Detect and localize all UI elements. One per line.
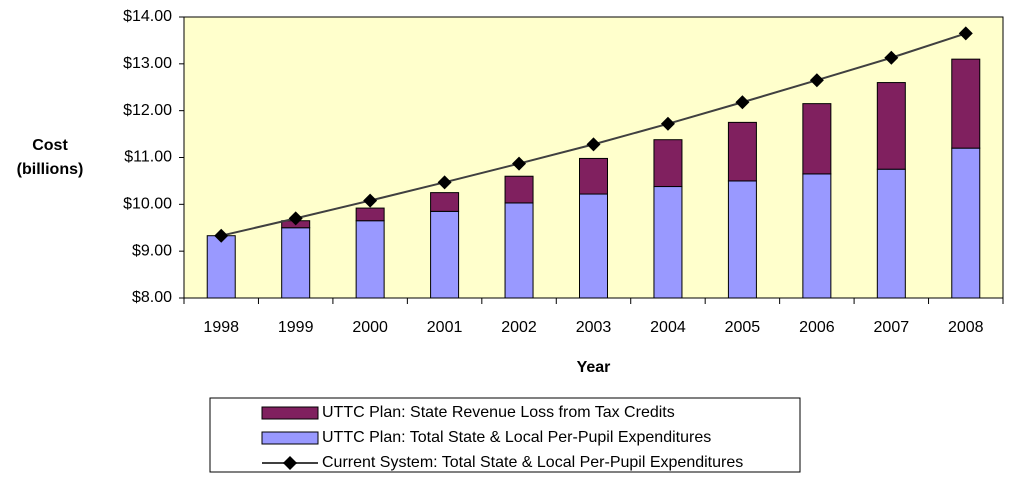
legend-label: UTTC Plan: State Revenue Loss from Tax C… — [322, 404, 675, 421]
bar-segment — [281, 227, 311, 299]
x-tick-label: 2003 — [576, 319, 612, 336]
x-tick-label: 2008 — [948, 319, 984, 336]
marker — [214, 228, 229, 243]
bar-segment — [206, 235, 236, 299]
y-tick-label: $12.00 — [123, 102, 172, 119]
bar-segment — [504, 175, 534, 204]
bar-segment — [355, 220, 385, 299]
x-tick-label: 1998 — [203, 319, 239, 336]
x-axis-title: Year — [577, 359, 611, 376]
y-tick-label: $8.00 — [132, 289, 172, 306]
y-tick-label: $10.00 — [123, 196, 172, 213]
y-tick-label: $11.00 — [124, 149, 172, 166]
bar-segment — [802, 173, 832, 299]
x-tick-label: 2004 — [650, 319, 686, 336]
marker — [735, 95, 750, 110]
x-tick-label: 2001 — [427, 319, 463, 336]
x-tick-label: 2007 — [874, 319, 910, 336]
legend-marker — [283, 456, 297, 470]
bar-segment — [579, 193, 608, 299]
bar-segment — [876, 168, 906, 299]
y-axis-title: (billions) — [17, 161, 84, 178]
bar-segment — [876, 82, 906, 170]
bar-segment — [653, 186, 683, 299]
bar-segment — [430, 210, 460, 299]
marker — [958, 26, 973, 41]
x-tick-label: 2000 — [352, 319, 388, 336]
marker — [586, 137, 601, 152]
bar-segment — [951, 58, 981, 149]
x-tick-label: 2002 — [501, 319, 537, 336]
bar-segment — [727, 180, 757, 299]
x-tick-label: 2005 — [725, 319, 761, 336]
y-tick-label: $14.00 — [123, 8, 172, 25]
bar-segment — [653, 139, 683, 188]
y-tick-label: $13.00 — [123, 55, 172, 72]
marker — [512, 156, 527, 171]
y-axis-title: Cost — [32, 137, 68, 154]
bar-segment — [430, 192, 460, 212]
legend-swatch — [261, 406, 319, 420]
marker — [660, 116, 675, 131]
x-tick-label: 1999 — [278, 319, 314, 336]
bar-segment — [727, 121, 757, 182]
marker — [437, 175, 452, 190]
bar-segment — [579, 157, 608, 195]
bar-segment — [355, 207, 385, 222]
legend-swatch — [261, 431, 319, 445]
y-tick-label: $9.00 — [132, 242, 172, 259]
legend-label: UTTC Plan: Total State & Local Per-Pupil… — [322, 429, 711, 446]
legend-label: Current System: Total State & Local Per-… — [322, 454, 743, 471]
bar-segment — [802, 103, 832, 175]
marker — [363, 193, 378, 208]
marker — [809, 73, 824, 88]
x-tick-label: 2006 — [799, 319, 835, 336]
marker — [288, 211, 303, 226]
bar-segment — [504, 202, 534, 299]
bar-segment — [951, 147, 981, 299]
marker — [884, 50, 899, 65]
